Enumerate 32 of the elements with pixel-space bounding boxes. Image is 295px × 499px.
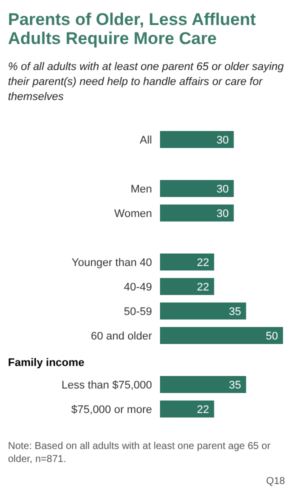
- y-tick-label: 60 and older: [90, 330, 152, 342]
- chart-title: Parents of Older, Less Affluent Adults Require More Care: [8, 10, 257, 48]
- bar: [160, 400, 214, 418]
- bar: [160, 327, 283, 344]
- bar: [160, 180, 234, 197]
- data-label: 35: [228, 379, 242, 392]
- text: Family income: [8, 357, 84, 369]
- data-label: 30: [216, 183, 229, 196]
- bar: [160, 302, 246, 320]
- data-label: 30: [216, 134, 229, 146]
- y-tick-label: 50-59: [124, 306, 152, 318]
- bar: [160, 204, 234, 222]
- y-tick-label: 40-49: [124, 281, 152, 294]
- y-tick-label: All: [140, 134, 152, 146]
- bar: [160, 278, 214, 295]
- chart-subtitle: % of all adults with at least one parent 65 or older saying their parent(s) need help to handle affairs or care for themselves: [8, 60, 285, 105]
- data-label: 30: [216, 208, 229, 220]
- y-tick-label: Younger than 40: [72, 256, 152, 269]
- data-label: 22: [196, 281, 210, 294]
- data-label: 35: [228, 306, 242, 318]
- text: Q18: [266, 476, 285, 487]
- bar: [160, 131, 234, 148]
- y-tick-label: Men: [130, 183, 152, 196]
- y-tick-label: Women: [114, 208, 152, 220]
- data-label: 22: [196, 404, 210, 416]
- data-label: 50: [266, 330, 278, 342]
- bar: [160, 254, 214, 270]
- bar: [160, 376, 246, 393]
- data-label: 22: [196, 256, 210, 269]
- y-tick-label: Less than $75,000: [61, 379, 152, 392]
- text: Note: Based on all adults with at least one parent age 65 or older, n=871.: [8, 440, 272, 466]
- y-tick-label: $75,000 or more: [71, 404, 152, 416]
